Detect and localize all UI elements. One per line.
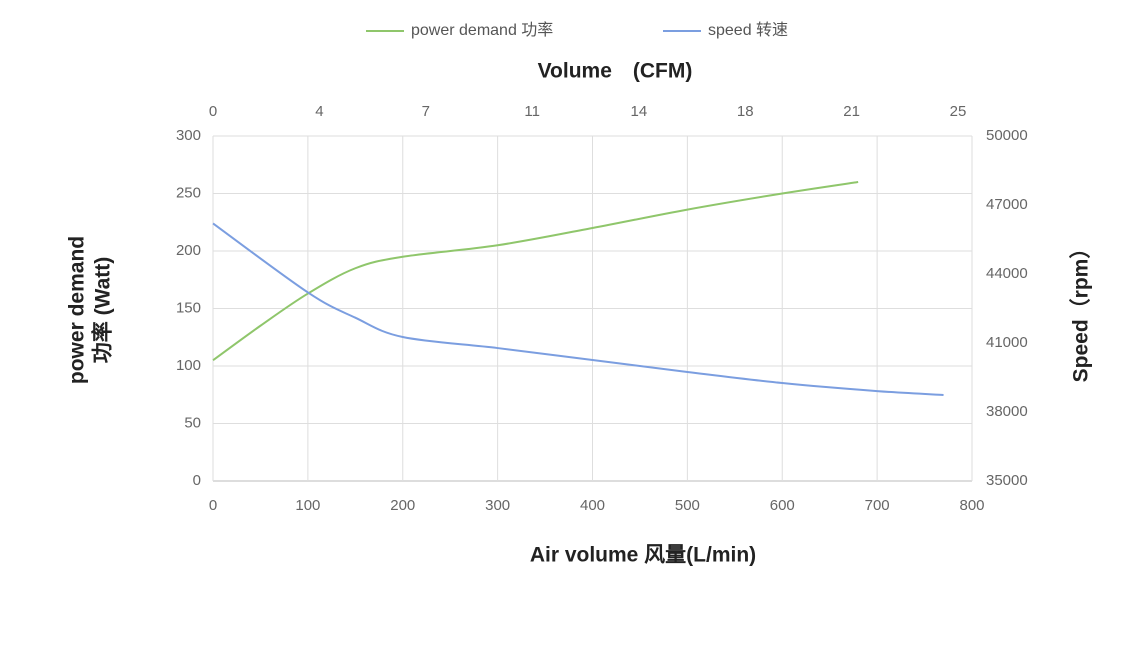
series-line	[212, 181, 859, 362]
x2-tick-label: 4	[315, 103, 323, 120]
x-tick-label: 0	[209, 497, 217, 514]
x-tick-label: 400	[580, 497, 605, 514]
y2-tick-label: 47000	[986, 196, 1028, 213]
y-axis-title: power demand	[66, 236, 89, 384]
chart-title: Volume (CFM)	[538, 60, 693, 83]
legend-label: speed 转速	[708, 21, 788, 39]
y-tick-label: 200	[176, 242, 201, 259]
x2-tick-label: 14	[630, 103, 647, 120]
x2-tick-label: 18	[737, 103, 754, 120]
x-tick-label: 600	[770, 497, 795, 514]
y-tick-label: 300	[176, 127, 201, 144]
x-tick-label: 800	[959, 497, 984, 514]
x2-tick-label: 7	[422, 103, 430, 120]
x-tick-label: 300	[485, 497, 510, 514]
x2-tick-label: 21	[843, 103, 860, 120]
y2-tick-label: 41000	[986, 334, 1028, 351]
y-tick-label: 250	[176, 184, 201, 201]
x-tick-label: 700	[865, 497, 890, 514]
y-tick-label: 150	[176, 299, 201, 316]
x-tick-label: 500	[675, 497, 700, 514]
x-tick-label: 100	[295, 497, 320, 514]
y-tick-label: 50	[184, 414, 201, 431]
x2-tick-label: 0	[209, 103, 217, 120]
y-axis-title: 功率 (Watt)	[91, 257, 115, 364]
y2-tick-label: 38000	[986, 403, 1028, 420]
y2-tick-label: 35000	[986, 472, 1028, 489]
legend-label: power demand 功率	[411, 21, 553, 39]
y2-tick-label: 44000	[986, 265, 1028, 282]
x-axis-title: Air volume 风量(L/min)	[530, 544, 756, 567]
y2-tick-label: 50000	[986, 127, 1028, 144]
x2-tick-label: 11	[524, 103, 540, 120]
y2-axis-title: Speed（rpm）	[1069, 238, 1093, 383]
y-tick-label: 100	[176, 357, 201, 374]
x2-tick-label: 25	[950, 103, 967, 120]
y-tick-label: 0	[193, 472, 201, 489]
series-line	[212, 222, 944, 396]
x-tick-label: 200	[390, 497, 415, 514]
